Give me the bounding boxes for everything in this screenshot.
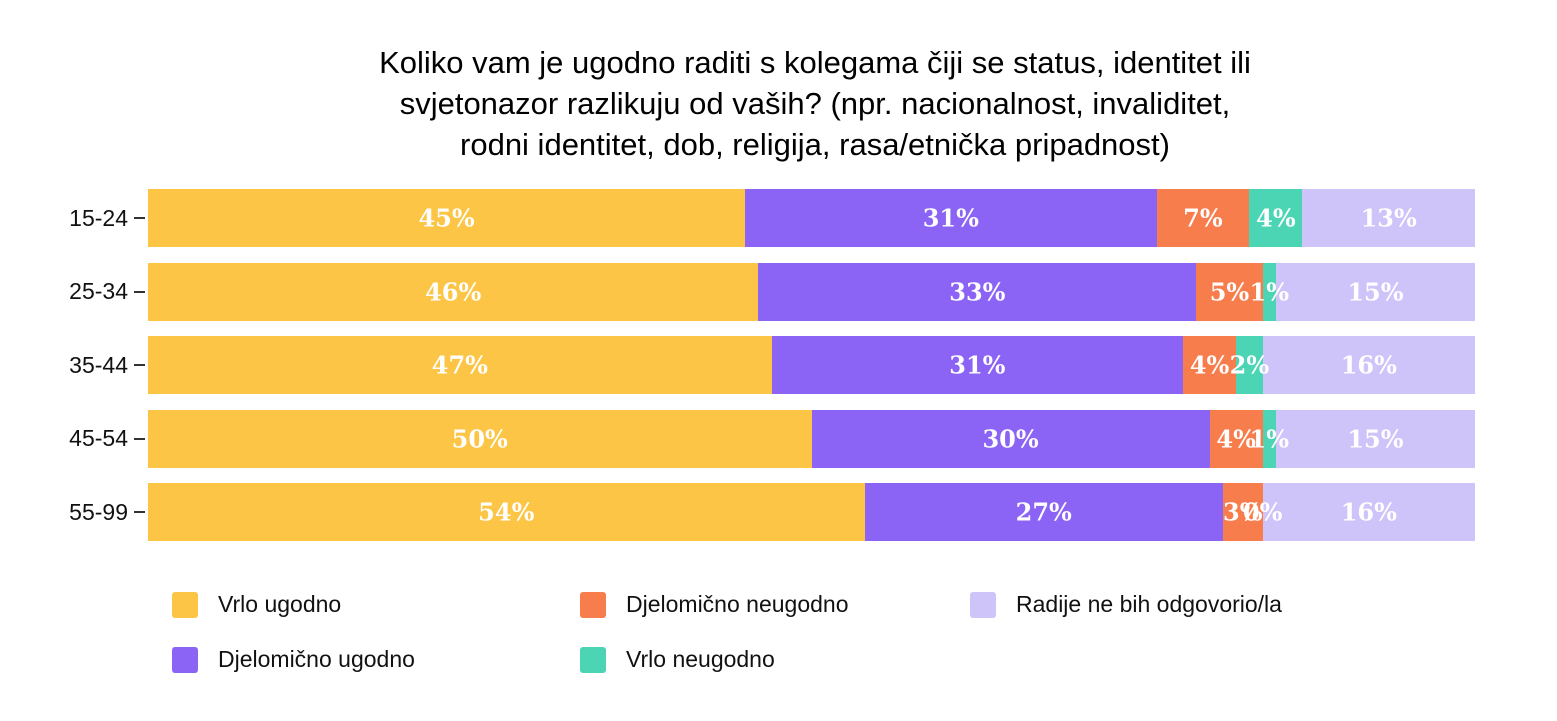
bar-segment-label: 45% [418,203,475,233]
bar-segment: 45% [148,189,746,247]
bar-segment-label: 4% [1189,350,1230,380]
y-axis-label: 15-24 [69,204,128,231]
legend-swatch [172,646,198,673]
bar-segment-label: 3% [1222,497,1263,527]
bar-segment: 4% [1183,336,1237,394]
bar-segment: 27% [864,483,1223,541]
bar-segment: 5% [1196,262,1263,321]
bar-row: 55-99 54% 27% 3% 0% 16% [0,483,1557,541]
legend-label: Radije ne bih odgovorio/la [1016,591,1282,617]
bar-segment: 50% [148,409,812,468]
bar-segment: 3% [1222,483,1263,541]
bar-segment: 46% [148,262,759,321]
bar-strip: 46% 33% 5% 1% 15% [148,262,1475,321]
bar-segment: 31% [745,189,1157,247]
bar-segment-label: 30% [982,424,1039,453]
bar-segment: 1% [1250,262,1289,321]
bar-segment: 16% [1262,336,1475,394]
bar-segment-label: 54% [478,497,535,527]
bar-segment-label: 15% [1347,277,1404,306]
y-axis-label: 35-44 [69,351,128,378]
chart-title-line-3: rodni identitet, dob, religija, rasa/etn… [460,127,1170,162]
y-axis-label: 45-54 [69,425,128,451]
y-axis-tick-mark [134,217,145,219]
y-axis-tick-mark [134,364,145,366]
bar-strip: 54% 27% 3% 0% 16% [148,483,1475,541]
bar-segment-label: 2% [1229,350,1270,380]
chart-title-line-1: Koliko vam je ugodno raditi s kolegama č… [379,45,1251,80]
chart-title-line-2: svjetonazor razlikuju od vaših? (npr. na… [399,86,1231,121]
bar-segment: 15% [1275,409,1475,468]
legend-swatch [172,591,198,618]
y-axis-tick-mark [134,511,145,513]
bar-segment: 54% [148,483,865,541]
bar-segment-label: 4% [1256,203,1296,233]
legend-item: Radije ne bih odgovorio/la [970,591,1282,618]
bar-segment-label: 47% [431,350,488,380]
bar-row: 25-34 46% 33% 5% 1% 15% [0,262,1557,321]
legend-item: Vrlo ugodno [172,591,580,618]
chart-title: Koliko vam je ugodno raditi s kolegama č… [115,42,1515,165]
legend-swatch [580,646,606,673]
legend-item: Djelomično neugodno [580,591,970,618]
bar-strip: 50% 30% 4% 1% 15% [148,409,1475,468]
bar-segment-label: 16% [1340,497,1397,527]
bar-strip: 45% 31% 7% 4% 13% [148,189,1475,247]
bar-segment: 30% [811,409,1210,468]
legend-swatch [970,591,996,618]
bar-segment-label: 4% [1216,424,1256,453]
bar-strip: 47% 31% 4% 2% 16% [148,336,1475,394]
legend-item: Djelomično ugodno [172,646,580,673]
bar-row: 45-54 50% 30% 4% 1% 15% [0,409,1557,468]
bar-segment-label: 31% [922,203,979,233]
bar-segment: 47% [148,336,772,394]
bar-segment-label: 15% [1347,424,1404,453]
bar-segment: 31% [771,336,1184,394]
bar-segment: 4% [1249,189,1303,247]
bar-segment-label: 1% [1249,277,1290,306]
bar-row: 15-24 45% 31% 7% 4% 13% [0,189,1557,247]
y-axis-label: 25-34 [69,278,128,304]
legend-item: Vrlo neugodno [580,646,970,673]
plot-area: 15-24 45% 31% 7% 4% 13% 25-34 46% 33% 5% 1% 15% 35-4… [0,189,1557,557]
bar-segment-label: 13% [1360,203,1417,233]
bar-segment-label: 50% [451,424,508,453]
bar-segment: 2% [1230,336,1269,394]
legend-label: Djelomično neugodno [626,591,849,617]
bar-segment: 13% [1302,189,1475,247]
bar-segment-label: 27% [1015,497,1072,527]
legend-swatch [580,591,606,618]
y-axis-tick-mark [134,290,145,293]
bar-segment: 16% [1262,483,1475,541]
bar-segment: 4% [1209,409,1263,468]
bar-segment-label: 7% [1183,203,1223,233]
bar-segment: 15% [1275,262,1475,321]
y-axis-label: 55-99 [69,498,128,525]
bar-segment-label: 46% [425,277,482,306]
y-axis-tick-mark [134,437,145,440]
bar-segment-label: 31% [949,350,1006,380]
bar-segment-label: 0% [1242,497,1283,527]
bar-segment: 1% [1250,409,1289,468]
legend-label: Vrlo ugodno [218,591,342,617]
legend-label: Vrlo neugodno [626,646,775,672]
bar-row: 35-44 47% 31% 4% 2% 16% [0,336,1557,394]
bar-segment-label: 5% [1209,277,1250,306]
legend-label: Djelomično ugodno [218,646,415,672]
bar-segment-label: 33% [949,277,1006,306]
bar-segment-label: 16% [1340,350,1397,380]
legend: Vrlo ugodno Djelomično ugodno Djelomično n… [172,591,1282,673]
bar-segment: 33% [758,262,1197,321]
bar-segment-label: 1% [1249,424,1290,453]
bar-segment: 7% [1156,189,1250,247]
